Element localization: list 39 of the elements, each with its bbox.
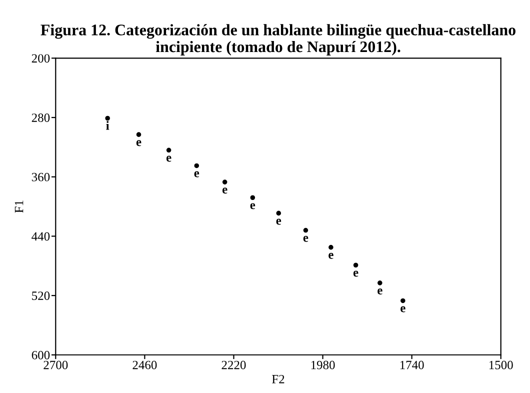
annotation: e [378,288,382,294]
annotation: e [400,306,406,312]
annotation: e [328,252,334,259]
y-tick-label: 440 [32,232,50,241]
point [303,228,308,233]
point [353,262,358,268]
point [378,280,382,286]
x-tick-label: 1500 [489,360,513,370]
annotation: i [106,121,110,130]
x-tick-label: 2220 [222,360,246,370]
annotation: e [250,203,256,210]
y-tick-label: 360 [32,172,50,182]
chart-title: Figura 12. Categorización de un hablante bilingüe quechua-castellano incipiente (tomado de Napurí 2012). [40,24,516,56]
y-axis-title: F1 [14,200,24,213]
point [276,210,282,216]
annotation: e [303,236,308,242]
point [194,163,200,168]
point [222,180,228,184]
point [400,298,406,304]
annotation: e [222,188,228,194]
point [136,132,142,137]
y-tick-label: 520 [32,292,50,300]
point [105,116,110,121]
y-tick-label: 600 [32,350,50,360]
annotation: e [276,218,282,225]
x-tick-label: 2460 [132,360,157,370]
y-tick-label: 200 [32,54,50,63]
point [328,244,334,250]
annotation: e [353,270,358,277]
point [166,148,172,153]
y-tick-label: 280 [32,114,50,122]
annotation: e [166,156,172,162]
point [250,195,256,200]
annotation: e [194,171,200,178]
x-tick-label: 1980 [311,360,335,370]
x-axis-title: F2 [272,374,284,384]
x-tick-label: 2700 [44,360,68,370]
annotation: e [136,140,142,146]
x-tick-label: 1740 [400,360,424,370]
